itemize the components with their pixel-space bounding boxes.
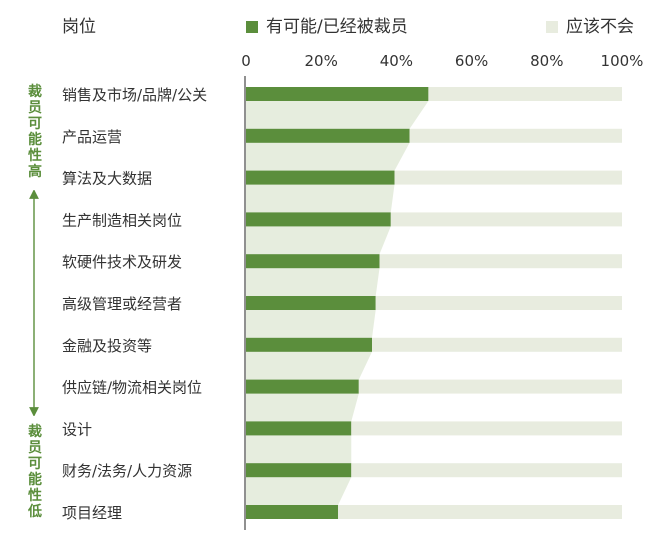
bar-laid-off — [246, 87, 429, 101]
bar-safe — [394, 170, 622, 185]
bar-laid-off — [246, 170, 395, 185]
legend-item-safe: 应该不会 — [546, 12, 634, 37]
category-label: 销售及市场/品牌/公关 — [62, 86, 207, 104]
bar-laid-off — [246, 421, 352, 436]
category-label: 金融及投资等 — [62, 337, 152, 355]
category-label: 产品运营 — [62, 128, 122, 146]
bar-laid-off — [246, 254, 380, 269]
category-label: 高级管理或经营者 — [62, 295, 182, 313]
side-label-low: 裁员可能性低 — [28, 424, 42, 520]
bar-safe — [372, 337, 622, 352]
category-label: 算法及大数据 — [62, 170, 152, 188]
category-label: 项目经理 — [62, 504, 122, 522]
x-tick-label: 60% — [455, 52, 488, 70]
side-label-high: 裁员可能性高 — [28, 84, 42, 180]
category-header: 岗位 — [62, 17, 96, 37]
bar-safe — [351, 421, 622, 436]
side-arrow — [29, 190, 39, 416]
bar-safe — [351, 463, 622, 478]
legend-item-laid-off: 有可能/已经被裁员 — [246, 12, 408, 37]
x-tick-label: 100% — [601, 52, 644, 70]
bar-laid-off — [246, 128, 410, 143]
legend-swatch-laid-off — [246, 21, 258, 33]
category-label: 软硬件技术及研发 — [62, 253, 182, 271]
legend-swatch-safe — [546, 21, 558, 33]
bar-laid-off — [246, 505, 339, 519]
bar-laid-off — [246, 379, 359, 394]
bar-safe — [409, 128, 622, 143]
bar-safe — [390, 212, 622, 227]
x-tick-label: 20% — [305, 52, 338, 70]
bar-laid-off — [246, 296, 376, 310]
bar-laid-off — [246, 337, 372, 352]
category-label: 生产制造相关岗位 — [62, 211, 182, 229]
bar-safe — [338, 505, 622, 519]
x-tick-label: 40% — [380, 52, 413, 70]
bar-safe — [375, 296, 622, 310]
bar-safe — [428, 87, 622, 101]
bar-safe — [379, 254, 622, 269]
legend-label-laid-off: 有可能/已经被裁员 — [266, 17, 408, 37]
category-label: 供应链/物流相关岗位 — [62, 379, 202, 397]
bar-laid-off — [246, 212, 391, 227]
x-tick-label: 0 — [241, 52, 251, 70]
category-label: 财务/法务/人力资源 — [62, 462, 192, 480]
x-tick-label: 80% — [530, 52, 563, 70]
category-label: 设计 — [62, 420, 92, 438]
legend-label-safe: 应该不会 — [566, 17, 634, 37]
bar-safe — [358, 379, 622, 394]
bar-laid-off — [246, 463, 352, 478]
